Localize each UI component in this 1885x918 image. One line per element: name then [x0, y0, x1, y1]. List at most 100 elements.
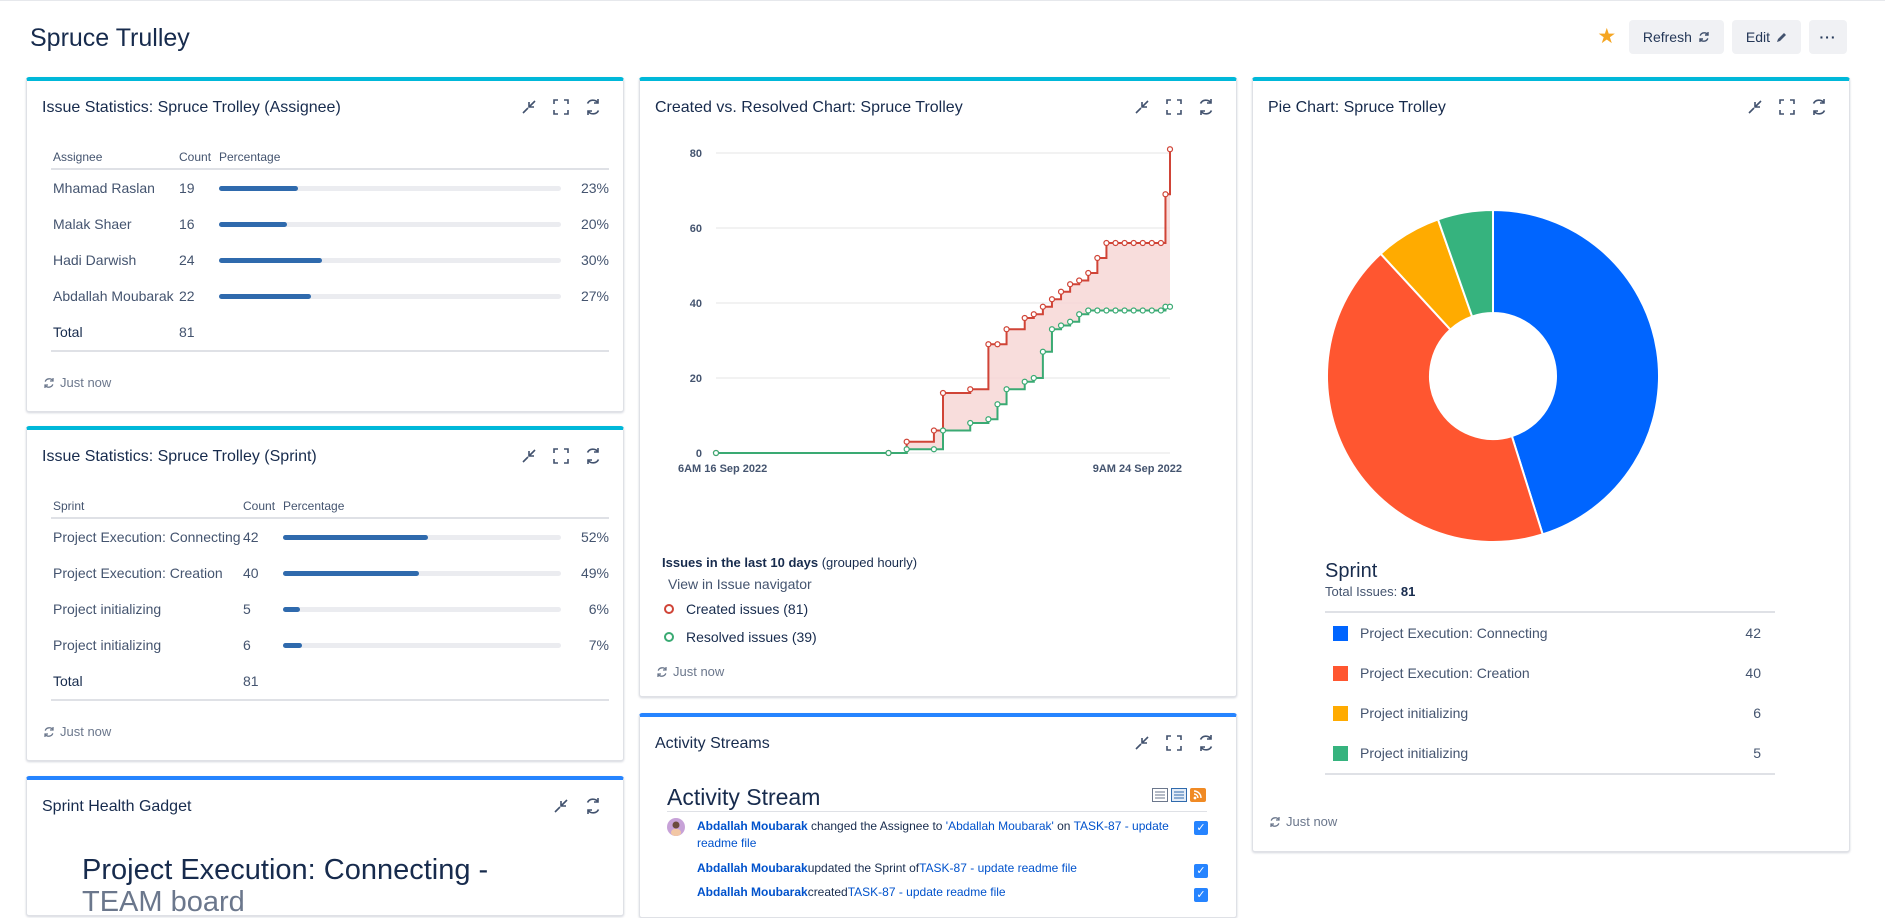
- created-point: [1148, 239, 1155, 247]
- table-header: Assignee Count Percentage: [51, 146, 609, 170]
- refresh-icon: [44, 726, 54, 737]
- legend-row[interactable]: Project initializing 6: [1325, 693, 1775, 733]
- created-point: [1112, 239, 1119, 247]
- x-tick-label: 9AM 24 Sep 2022: [1093, 463, 1182, 475]
- resolved-point: [1076, 311, 1083, 318]
- total-label: Total: [53, 673, 83, 689]
- page-title: Spruce Trulley: [30, 24, 190, 52]
- reload-icon[interactable]: [583, 796, 603, 816]
- gadget-controls: [1132, 733, 1216, 753]
- resolved-point: [1057, 322, 1065, 329]
- refresh-button[interactable]: Refresh: [1628, 20, 1724, 54]
- minimize-icon[interactable]: [519, 97, 539, 117]
- task-type-icon: ✓: [1194, 864, 1208, 878]
- avatar[interactable]: [667, 818, 685, 836]
- table-row: Project Execution: Creation 40 49%: [51, 555, 609, 591]
- y-tick-label: 60: [690, 223, 702, 235]
- full-view-icon[interactable]: [1171, 788, 1187, 802]
- percentage-fill: [283, 606, 300, 612]
- legend-swatch: [1333, 625, 1348, 641]
- reload-icon[interactable]: [1196, 97, 1216, 117]
- minimize-icon[interactable]: [1132, 733, 1152, 753]
- minimize-icon[interactable]: [551, 796, 571, 816]
- updated-text: Just now: [673, 664, 725, 679]
- stream-view-controls: [1152, 788, 1206, 802]
- maximize-icon[interactable]: [551, 97, 571, 117]
- y-tick-label: 80: [690, 148, 702, 160]
- created-point: [1130, 239, 1137, 247]
- activity-divider: [667, 811, 1207, 812]
- edit-button[interactable]: Edit: [1731, 20, 1801, 54]
- created-marker-icon: [664, 604, 674, 614]
- row-count: 19: [179, 180, 195, 196]
- total-issues: Total Issues: 81: [1325, 584, 1415, 599]
- legend-value: 6: [1753, 705, 1761, 721]
- sprint-gadget: Issue Statistics: Spruce Trolley (Sprint…: [26, 426, 624, 761]
- row-count: 42: [243, 529, 259, 545]
- list-view-icon[interactable]: [1152, 788, 1168, 802]
- activity-issue-link[interactable]: TASK-87 - update readme file: [847, 885, 1006, 899]
- row-name[interactable]: Project initializing: [53, 637, 162, 653]
- rss-icon[interactable]: [1190, 788, 1206, 802]
- row-pct: 30%: [580, 252, 609, 268]
- pie-legend: Project Execution: Connecting 42 Project …: [1325, 611, 1775, 775]
- activity-user[interactable]: Abdallah Moubarak: [697, 861, 808, 875]
- row-name[interactable]: Mhamad Raslan: [53, 180, 155, 196]
- reload-icon[interactable]: [1196, 733, 1216, 753]
- row-name[interactable]: Hadi Darwish: [53, 252, 137, 268]
- resolved-point: [1085, 307, 1092, 314]
- minimize-icon[interactable]: [1745, 97, 1765, 117]
- row-pct: 6%: [588, 601, 609, 617]
- col-pct: Percentage: [219, 150, 281, 164]
- maximize-icon[interactable]: [551, 446, 571, 466]
- legend-row[interactable]: Project initializing 5: [1325, 733, 1775, 773]
- table-row: Project initializing 5 6%: [51, 591, 609, 627]
- legend-label: Project Execution: Connecting: [1360, 625, 1548, 641]
- resolved-point: [930, 446, 938, 453]
- percentage-bar: [219, 293, 561, 299]
- activity-gadget: Activity Streams Activity Stream Abdalla…: [639, 713, 1237, 918]
- row-name[interactable]: Project Execution: Connecting: [53, 529, 241, 545]
- row-name[interactable]: Malak Shaer: [53, 216, 132, 232]
- resolved-point: [939, 427, 947, 434]
- row-name[interactable]: Project initializing: [53, 601, 162, 617]
- sprint-table: Sprint Count Percentage Project Executio…: [51, 495, 609, 701]
- more-button[interactable]: ···: [1809, 20, 1847, 54]
- percentage-fill: [219, 221, 288, 227]
- created-point: [1057, 288, 1065, 295]
- last-updated: Just now: [43, 724, 111, 739]
- legend-row[interactable]: Project Execution: Creation 40: [1325, 653, 1775, 693]
- refresh-icon: [44, 377, 54, 388]
- legend-label: Project Execution: Creation: [1360, 665, 1530, 681]
- issue-navigator-link[interactable]: View in Issue navigator: [668, 576, 812, 592]
- legend-row[interactable]: Project Execution: Connecting 42: [1325, 613, 1775, 653]
- last-updated: Just now: [43, 375, 111, 390]
- minimize-icon[interactable]: [1132, 97, 1152, 117]
- activity-link[interactable]: 'Abdallah Moubarak': [945, 819, 1054, 833]
- maximize-icon[interactable]: [1164, 97, 1184, 117]
- reload-icon[interactable]: [583, 97, 603, 117]
- row-name[interactable]: Abdallah Moubarak: [53, 288, 174, 304]
- activity-user[interactable]: Abdallah Moubarak: [697, 819, 808, 833]
- resolved-point: [985, 416, 992, 423]
- created-point: [1166, 146, 1174, 153]
- maximize-icon[interactable]: [1777, 97, 1797, 117]
- percentage-fill: [283, 570, 420, 576]
- row-name[interactable]: Project Execution: Creation: [53, 565, 223, 581]
- legend-swatch: [1333, 745, 1348, 761]
- row-pct: 27%: [580, 288, 609, 304]
- resolved-point: [1094, 307, 1101, 314]
- activity-issue-link[interactable]: TASK-87 - update readme file: [697, 819, 1169, 850]
- star-icon[interactable]: ★: [1597, 25, 1617, 48]
- task-type-icon: ✓: [1194, 821, 1208, 835]
- minimize-icon[interactable]: [519, 446, 539, 466]
- reload-icon[interactable]: [1809, 97, 1829, 117]
- legend-label: Resolved issues (39): [686, 629, 817, 645]
- activity-issue-link[interactable]: TASK-87 - update readme file: [919, 861, 1077, 875]
- activity-user[interactable]: Abdallah Moubarak: [697, 885, 808, 899]
- maximize-icon[interactable]: [1164, 733, 1184, 753]
- activity-item: Abdallah Moubarak changed the Assignee t…: [667, 818, 1215, 860]
- sprint-heading: Project Execution: Connecting - TEAM boa…: [82, 854, 488, 918]
- col-count: Count: [179, 150, 212, 164]
- reload-icon[interactable]: [583, 446, 603, 466]
